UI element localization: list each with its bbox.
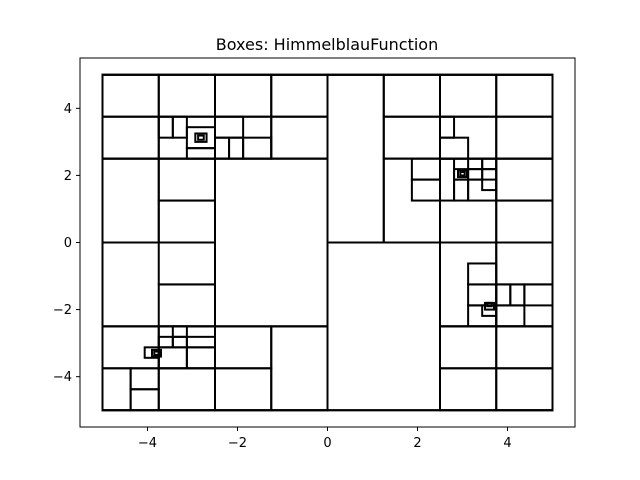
box-59 bbox=[242, 136, 273, 160]
box-91 bbox=[495, 304, 526, 328]
box-69 bbox=[467, 168, 484, 181]
box-31 bbox=[157, 241, 216, 286]
box-48 bbox=[439, 325, 498, 370]
box-25 bbox=[495, 73, 554, 118]
box-32 bbox=[157, 283, 216, 328]
y-tick-label-0: −4 bbox=[53, 370, 72, 385]
box-58 bbox=[214, 115, 245, 139]
box-37 bbox=[495, 241, 554, 286]
box-60 bbox=[194, 132, 208, 143]
box-47 bbox=[214, 367, 273, 412]
boxes-layer bbox=[101, 73, 554, 412]
box-90 bbox=[523, 283, 554, 307]
box-34 bbox=[495, 157, 554, 202]
box-19 bbox=[270, 115, 329, 160]
box-61 bbox=[197, 134, 205, 141]
y-tick-label-2: 0 bbox=[64, 236, 72, 251]
box-88 bbox=[495, 283, 512, 307]
box-16 bbox=[101, 115, 160, 160]
box-70 bbox=[467, 157, 484, 171]
x-axis: −4 −2 0 2 4 bbox=[138, 427, 512, 451]
box-65 bbox=[439, 136, 470, 160]
box-46 bbox=[157, 367, 216, 412]
box-28 bbox=[101, 157, 160, 244]
box-64 bbox=[439, 157, 456, 202]
box-85 bbox=[467, 262, 498, 286]
box-74 bbox=[457, 169, 468, 179]
box-50 bbox=[439, 367, 498, 412]
box-5 bbox=[214, 157, 329, 328]
box-27 bbox=[495, 115, 554, 160]
box-29 bbox=[157, 157, 216, 202]
box-52 bbox=[157, 115, 174, 139]
box-75 bbox=[459, 171, 466, 177]
box-67 bbox=[453, 178, 470, 202]
box-94 bbox=[486, 301, 493, 308]
box-76 bbox=[157, 346, 188, 370]
box-14 bbox=[214, 73, 273, 118]
box-66 bbox=[439, 115, 456, 139]
box-15 bbox=[270, 73, 329, 118]
x-tick-label-4: 4 bbox=[503, 436, 511, 451]
box-81 bbox=[185, 335, 216, 349]
y-tick-label-1: −2 bbox=[53, 303, 72, 318]
box-71 bbox=[481, 157, 498, 171]
box-42 bbox=[270, 325, 329, 412]
box-41 bbox=[214, 325, 273, 370]
box-35 bbox=[495, 199, 554, 244]
x-tick-label-1: −2 bbox=[228, 436, 247, 451]
box-55 bbox=[185, 147, 216, 160]
box-20 bbox=[326, 73, 385, 244]
box-43 bbox=[101, 367, 132, 412]
box-57 bbox=[228, 136, 245, 160]
box-79 bbox=[171, 335, 188, 349]
box-44 bbox=[129, 388, 160, 412]
box-24 bbox=[439, 73, 498, 118]
x-tick-label-0: −4 bbox=[138, 436, 157, 451]
y-axis: −4 −2 0 2 4 bbox=[53, 102, 80, 385]
chart-title: Boxes: HimmelblauFunction bbox=[216, 35, 438, 54]
box-73 bbox=[467, 178, 498, 202]
box-78 bbox=[157, 335, 174, 349]
box-21 bbox=[382, 73, 441, 118]
box-80 bbox=[171, 325, 188, 338]
box-83 bbox=[151, 348, 162, 358]
box-49 bbox=[495, 325, 554, 370]
box-77 bbox=[185, 346, 216, 370]
box-63 bbox=[410, 178, 441, 202]
box-84 bbox=[153, 350, 160, 356]
box-45 bbox=[129, 367, 160, 391]
y-tick-label-3: 2 bbox=[64, 169, 72, 184]
box-22 bbox=[382, 115, 441, 160]
x-tick-label-3: 2 bbox=[413, 436, 421, 451]
x-tick-label-2: 0 bbox=[323, 436, 331, 451]
box-51 bbox=[495, 367, 554, 412]
box-30 bbox=[157, 199, 216, 244]
box-56 bbox=[214, 136, 231, 160]
box-89 bbox=[509, 283, 526, 307]
box-62 bbox=[410, 157, 441, 181]
box-53 bbox=[171, 115, 188, 139]
y-tick-label-4: 4 bbox=[64, 102, 72, 117]
box-54 bbox=[185, 126, 216, 150]
box-12 bbox=[101, 73, 160, 118]
box-13 bbox=[157, 73, 216, 118]
